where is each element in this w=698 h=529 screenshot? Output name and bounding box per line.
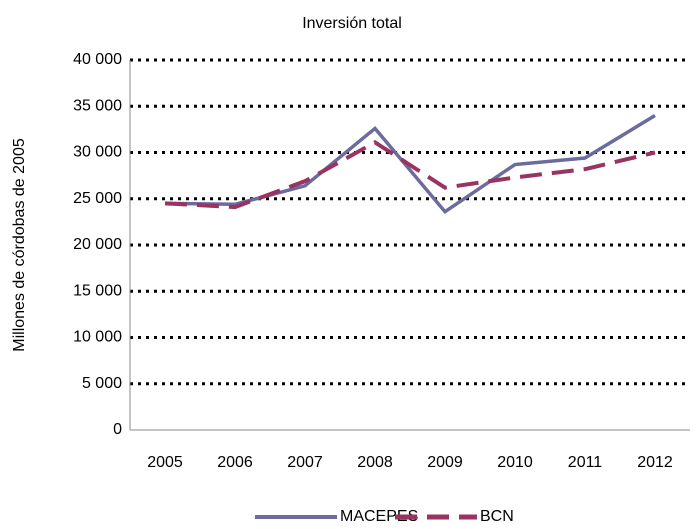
x-tick-label: 2010 (497, 454, 533, 471)
y-tick-label: 20 000 (73, 236, 122, 253)
y-tick-label: 40 000 (73, 51, 122, 68)
y-tick-label: 5 000 (82, 375, 122, 392)
x-tick-label: 2008 (357, 454, 393, 471)
y-axis-label: Millones de córdobas de 2005 (11, 138, 28, 352)
chart-title: Inversión total (302, 15, 402, 32)
y-tick-label: 10 000 (73, 329, 122, 346)
x-tick-label: 2009 (427, 454, 463, 471)
legend-label: MACEPES (340, 508, 418, 525)
x-tick-label: 2007 (287, 454, 323, 471)
x-tick-label: 2005 (147, 454, 183, 471)
y-tick-label: 15 000 (73, 282, 122, 299)
y-tick-label: 0 (113, 421, 122, 438)
y-tick-label: 35 000 (73, 97, 122, 114)
x-tick-label: 2011 (568, 454, 603, 471)
y-tick-label: 25 000 (73, 190, 122, 207)
x-tick-label: 2012 (637, 454, 673, 471)
y-tick-label: 30 000 (73, 144, 122, 161)
line-series (164, 139, 656, 210)
legend-label: BCN (480, 508, 514, 525)
x-tick-label: 2006 (217, 454, 253, 471)
